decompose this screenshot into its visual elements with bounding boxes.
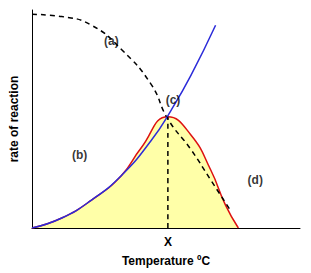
svg-text:(a): (a) bbox=[104, 34, 119, 48]
svg-text:rate of reaction: rate of reaction bbox=[7, 76, 21, 163]
svg-text:(d): (d) bbox=[248, 173, 263, 187]
svg-text:(c): (c) bbox=[166, 93, 181, 107]
svg-text:X: X bbox=[164, 235, 172, 249]
svg-text:Temperature ºC: Temperature ºC bbox=[122, 254, 211, 268]
svg-text:(b): (b) bbox=[72, 148, 87, 162]
